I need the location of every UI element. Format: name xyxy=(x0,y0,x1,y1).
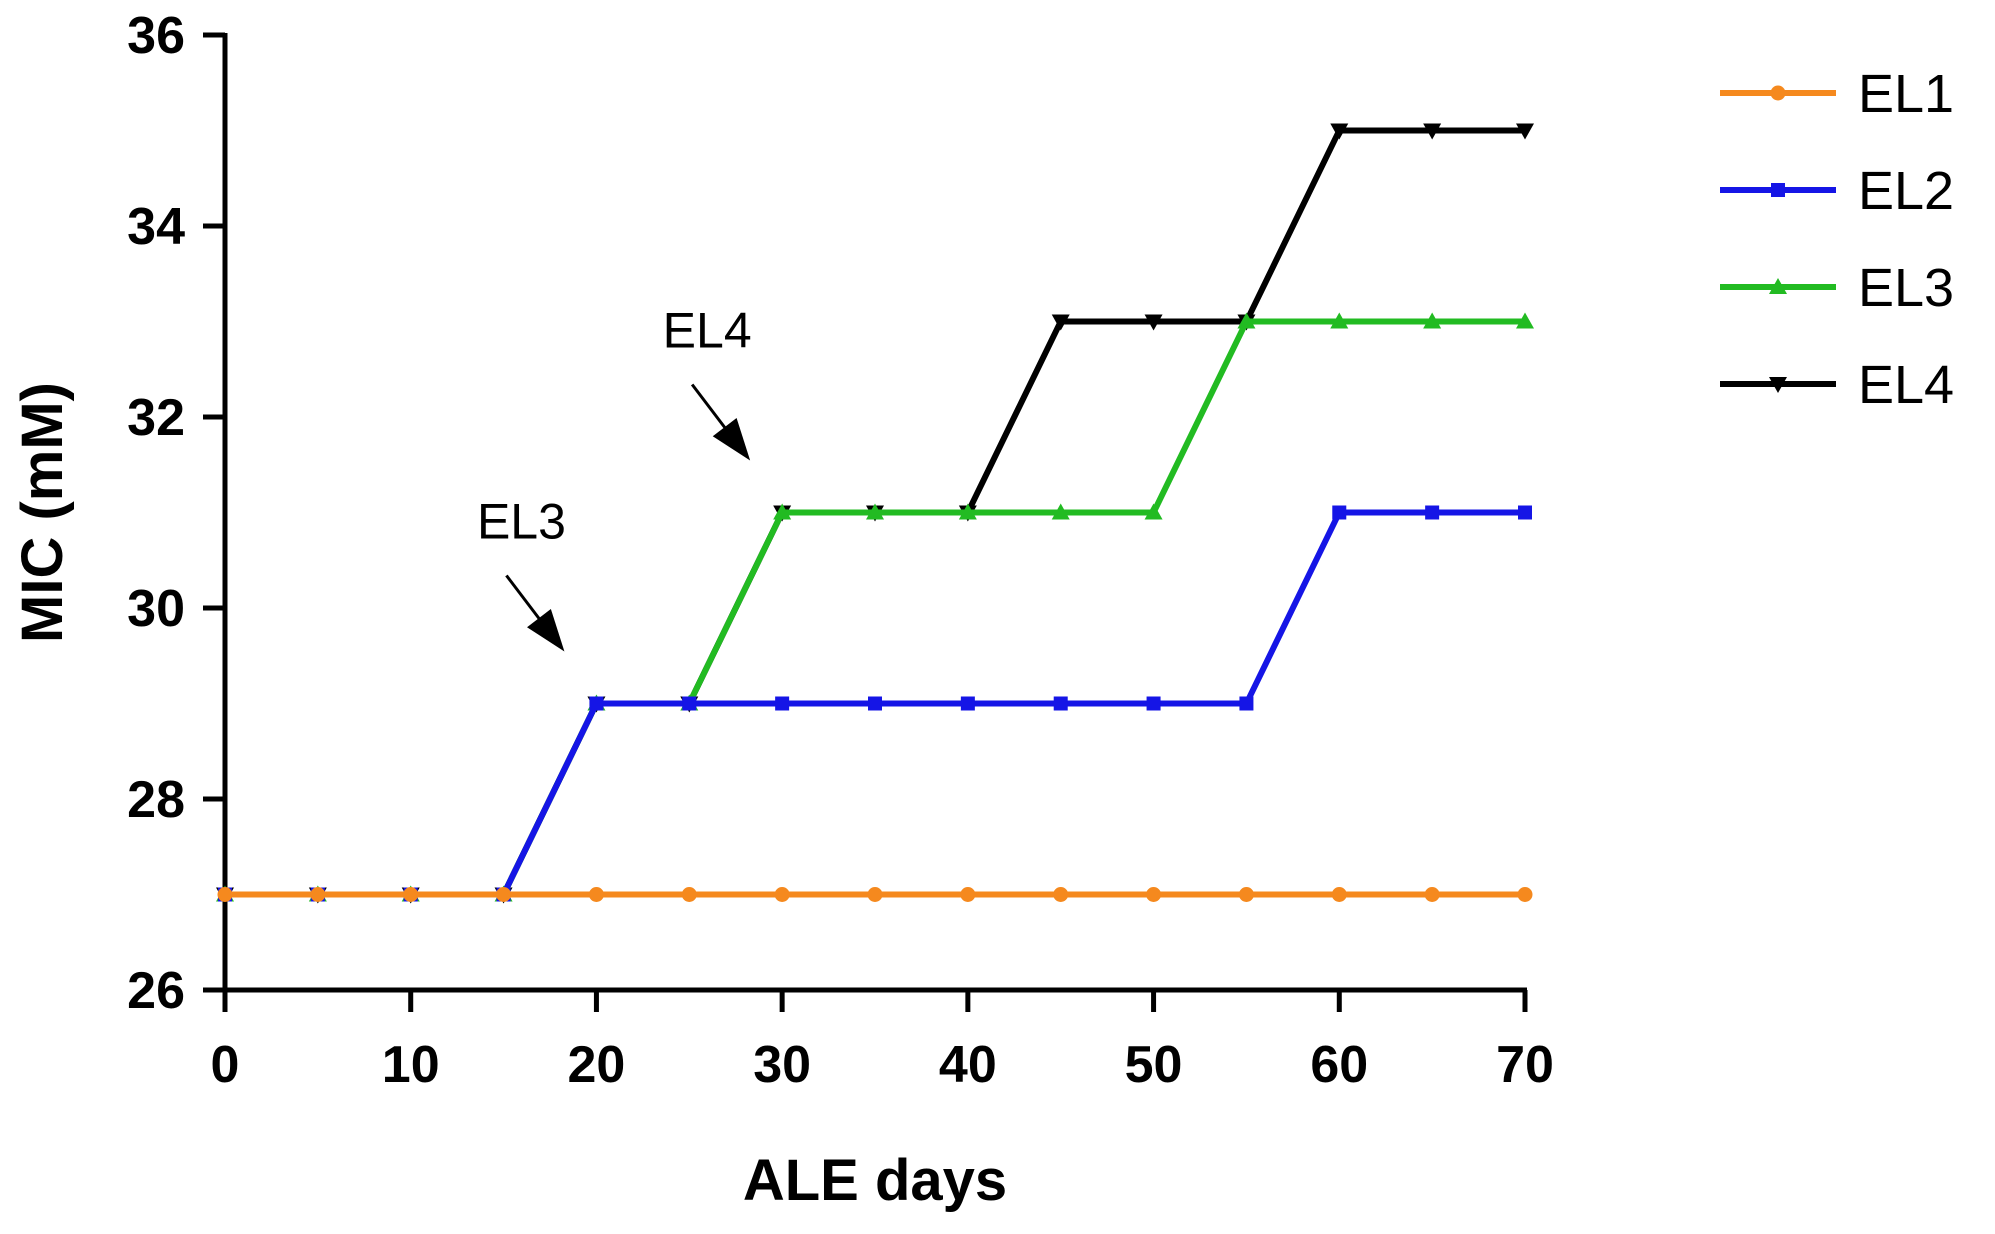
ticks: 0 10 20 30 40 50 60 70 26 28 30 32 34 36 xyxy=(127,7,1554,1094)
data-point-el1 xyxy=(310,887,326,902)
data-point-el2 xyxy=(1239,696,1254,711)
data-point-el2 xyxy=(1053,696,1068,711)
data-point-el3 xyxy=(773,503,792,520)
data-point-el3 xyxy=(866,503,884,520)
x-tick-label: 10 xyxy=(382,1036,440,1094)
legend-item-el3: EL3 xyxy=(1720,258,1954,318)
data-point-el4 xyxy=(1144,314,1163,331)
series-layer xyxy=(216,123,1534,904)
annotation-el3: EL3 xyxy=(477,494,566,652)
x-tick-label: 60 xyxy=(1310,1036,1368,1094)
legend-item-el2: EL2 xyxy=(1720,161,1954,221)
legend-marker xyxy=(1769,278,1787,294)
legend-marker xyxy=(1770,85,1786,101)
data-point-el1 xyxy=(1238,887,1254,902)
data-point-el4 xyxy=(1423,123,1442,140)
series-el1 xyxy=(217,887,1533,902)
legend-item-el4: EL4 xyxy=(1720,355,1954,415)
data-point-el1 xyxy=(960,887,976,902)
data-point-el2 xyxy=(589,696,604,711)
data-point-el2 xyxy=(682,696,697,711)
data-point-el2 xyxy=(960,696,975,711)
x-tick-label: 30 xyxy=(753,1036,811,1094)
data-point-el3 xyxy=(1144,503,1163,520)
x-tick-label: 70 xyxy=(1496,1036,1554,1094)
legend-marker xyxy=(1771,183,1785,197)
data-point-el3 xyxy=(1237,312,1256,329)
data-point-el2 xyxy=(1518,505,1532,520)
data-point-el1 xyxy=(1517,887,1533,902)
legend-label: EL3 xyxy=(1858,258,1954,318)
y-tick-label: 30 xyxy=(127,580,185,638)
data-point-el3 xyxy=(1516,312,1534,329)
data-point-el1 xyxy=(681,887,697,902)
data-point-el1 xyxy=(774,887,790,902)
y-axis-title: MIC (mM) xyxy=(10,382,75,643)
x-tick-label: 40 xyxy=(939,1036,997,1094)
data-point-el4 xyxy=(1516,123,1534,140)
series-el2 xyxy=(218,505,1532,902)
y-tick-label: 26 xyxy=(127,962,185,1020)
y-tick-label: 36 xyxy=(127,7,185,65)
series-el3 xyxy=(216,312,1534,902)
data-point-el1 xyxy=(1331,887,1347,902)
data-point-el3 xyxy=(958,503,977,520)
axes xyxy=(222,33,1527,993)
data-point-el1 xyxy=(217,887,233,902)
data-point-el1 xyxy=(496,887,512,902)
x-axis-title: ALE days xyxy=(743,1148,1007,1213)
data-point-el2 xyxy=(775,696,790,711)
annotation-label: EL3 xyxy=(477,494,566,550)
x-tick-label: 50 xyxy=(1125,1036,1183,1094)
data-point-el3 xyxy=(1051,503,1070,520)
data-point-el1 xyxy=(403,887,419,902)
data-point-el1 xyxy=(1146,887,1162,902)
data-point-el2 xyxy=(868,696,882,711)
legend-marker xyxy=(1769,377,1787,393)
data-point-el4 xyxy=(1330,123,1349,140)
data-point-el1 xyxy=(1424,887,1440,902)
annotation-label: EL4 xyxy=(663,303,752,359)
data-point-el2 xyxy=(1146,696,1161,711)
legend-label: EL4 xyxy=(1858,355,1954,415)
y-tick-label: 34 xyxy=(127,198,185,256)
legend-label: EL1 xyxy=(1858,64,1954,124)
annotation-arrow-head xyxy=(527,609,565,652)
legend-item-el1: EL1 xyxy=(1720,64,1954,124)
annotation-el4: EL4 xyxy=(663,303,752,461)
annotations: EL3 EL4 xyxy=(477,303,752,652)
x-tick-label: 20 xyxy=(568,1036,626,1094)
x-tick-label: 0 xyxy=(211,1036,240,1094)
legend-label: EL2 xyxy=(1858,161,1954,221)
data-point-el1 xyxy=(1053,887,1069,902)
legend: EL1 EL2 EL3 EL4 xyxy=(1720,64,1954,415)
y-tick-label: 32 xyxy=(127,389,185,447)
data-point-el1 xyxy=(867,887,883,902)
data-point-el4 xyxy=(1051,314,1070,331)
data-point-el3 xyxy=(1330,312,1349,329)
data-point-el2 xyxy=(1332,505,1347,520)
data-point-el3 xyxy=(1423,312,1442,329)
data-point-el1 xyxy=(588,887,604,902)
series-el3-line xyxy=(225,318,1525,898)
data-point-el2 xyxy=(1425,505,1440,520)
annotation-arrow-head xyxy=(712,418,751,461)
y-tick-label: 28 xyxy=(127,771,185,829)
